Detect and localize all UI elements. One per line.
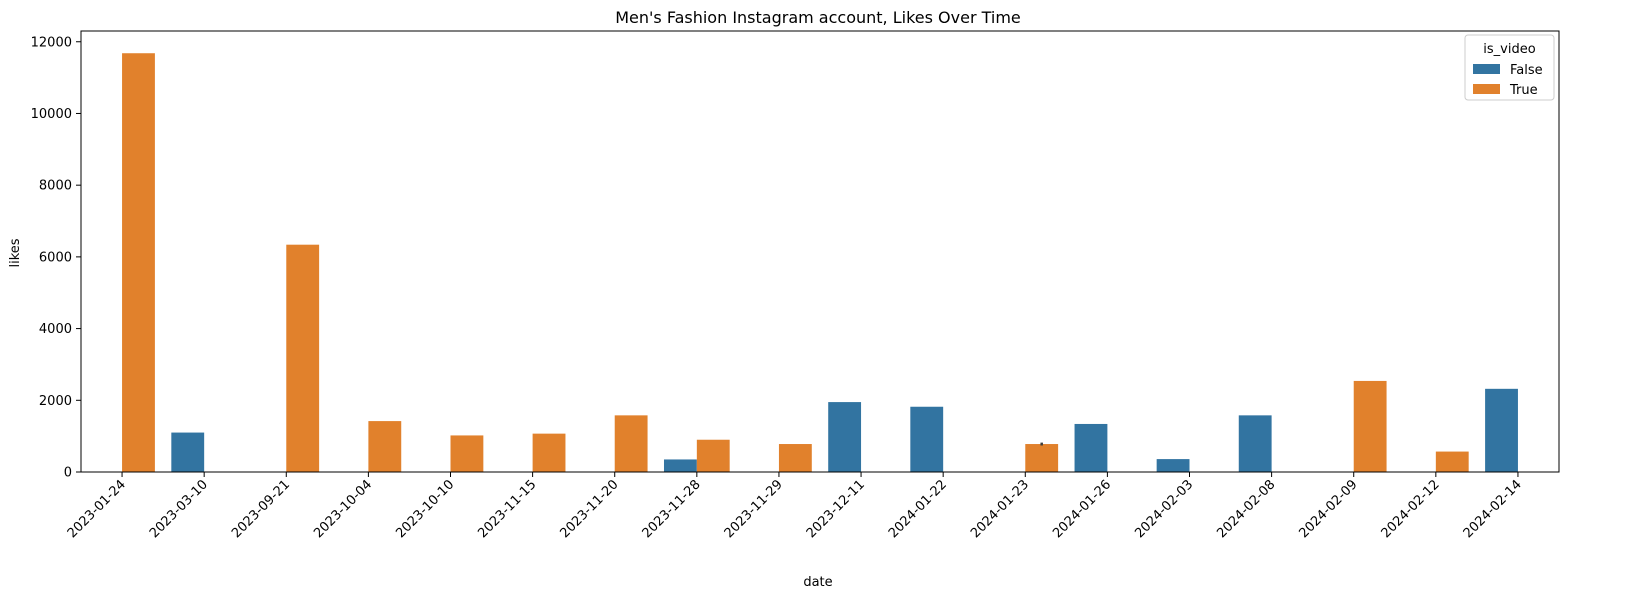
x-tick-label-2023-09-21: 2023-09-21 — [229, 477, 293, 541]
legend-box — [1464, 34, 1555, 101]
bar-true-2023-11-15 — [532, 433, 566, 472]
bar-true-2024-01-23 — [1025, 444, 1059, 472]
x-tick-label-2024-02-09: 2024-02-09 — [1297, 477, 1361, 541]
x-tick-label-2023-03-10: 2023-03-10 — [147, 477, 211, 541]
bar-true-2023-10-04 — [368, 421, 402, 472]
x-tick-label-2023-01-24: 2023-01-24 — [65, 477, 129, 541]
x-axis-label: date — [803, 575, 832, 590]
x-tick-label-2024-01-22: 2024-01-22 — [886, 477, 950, 541]
x-tick-label-2024-02-03: 2024-02-03 — [1132, 477, 1196, 541]
bar-true-2023-10-10 — [450, 435, 484, 472]
x-tick-label-2023-10-10: 2023-10-10 — [393, 477, 457, 541]
y-tick-label-0: 0 — [64, 466, 72, 481]
bar-true-2023-11-29 — [778, 444, 812, 472]
x-tick-label-2024-01-23: 2024-01-23 — [968, 477, 1032, 541]
legend-swatch-false — [1473, 64, 1500, 74]
bar-false-2024-02-14 — [1485, 388, 1518, 472]
bar-true-2023-11-28 — [696, 439, 730, 472]
legend-label-true: True — [1509, 83, 1538, 98]
y-axis: 0 2000 4000 6000 8000 10000 12000 — [31, 35, 81, 481]
x-tick-label-2023-11-28: 2023-11-28 — [640, 477, 704, 541]
y-tick-label-6000: 6000 — [39, 250, 72, 265]
bar-true-2024-02-12 — [1435, 451, 1469, 472]
y-tick-label-12000: 12000 — [31, 35, 72, 50]
legend-label-false: False — [1510, 63, 1543, 78]
bar-false-2023-12-11 — [828, 402, 862, 472]
y-tick-label-4000: 4000 — [39, 322, 72, 337]
plot-area — [80, 30, 1560, 473]
bar-true-2023-01-24 — [122, 53, 155, 472]
y-tick-label-10000: 10000 — [31, 107, 72, 122]
legend: is_video False True — [1464, 34, 1555, 101]
bar-false-2024-02-03 — [1156, 459, 1190, 472]
x-tick-label-2023-10-04: 2023-10-04 — [311, 477, 375, 541]
x-tick-label-2024-02-14: 2024-02-14 — [1461, 477, 1525, 541]
y-tick-label-2000: 2000 — [39, 394, 72, 409]
x-tick-label-2024-02-08: 2024-02-08 — [1214, 477, 1278, 541]
x-tick-label-2023-12-11: 2023-12-11 — [804, 477, 868, 541]
bar-false-2024-02-08 — [1238, 415, 1272, 472]
bar-true-2023-11-20 — [614, 415, 648, 472]
x-tick-label-2023-11-15: 2023-11-15 — [475, 477, 539, 541]
chart-title: Men's Fashion Instagram account, Likes O… — [615, 8, 1021, 27]
bar-false-2024-01-26 — [1074, 423, 1108, 472]
x-tick-label-2024-02-12: 2024-02-12 — [1379, 477, 1443, 541]
y-tick-label-8000: 8000 — [39, 179, 72, 194]
legend-swatch-true — [1473, 84, 1500, 94]
bar-false-2024-01-22 — [910, 406, 944, 472]
bar-false-2023-03-10 — [171, 432, 205, 472]
bar-true-2023-09-21 — [286, 244, 320, 472]
y-axis-label: likes — [8, 238, 23, 267]
x-tick-label-2023-11-29: 2023-11-29 — [722, 477, 786, 541]
legend-title: is_video — [1483, 42, 1535, 57]
plot-frame — [80, 30, 1560, 473]
x-axis: 2023-01-24 2023-03-10 2023-09-21 2023-10-04… — [65, 472, 1525, 541]
bar-true-2024-02-09 — [1353, 380, 1387, 472]
x-tick-label-2024-01-26: 2024-01-26 — [1050, 477, 1114, 541]
x-tick-label-2023-11-20: 2023-11-20 — [558, 477, 622, 541]
bar-false-2023-11-28 — [663, 459, 697, 472]
